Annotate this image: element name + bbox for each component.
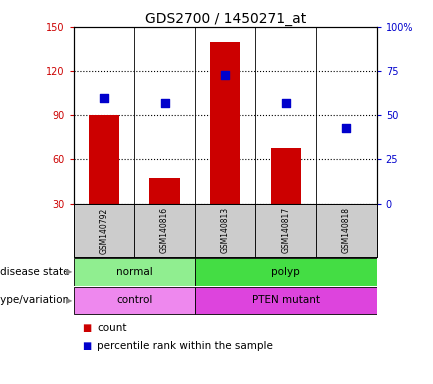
Text: ▶: ▶ [66,267,72,276]
Text: ■: ■ [82,323,91,333]
Text: percentile rank within the sample: percentile rank within the sample [97,341,273,351]
Text: GSM140817: GSM140817 [281,207,290,253]
Bar [195,204,255,257]
Text: genotype/variation: genotype/variation [0,295,69,306]
Point [161,100,168,106]
Text: PTEN mutant: PTEN mutant [252,295,320,306]
Bar [316,204,377,257]
Bar [74,258,195,286]
Title: GDS2700 / 1450271_at: GDS2700 / 1450271_at [145,12,306,26]
Point [282,100,289,106]
Text: GSM140792: GSM140792 [100,207,108,253]
Point [100,94,107,101]
Bar [195,258,377,286]
Bar [255,204,316,257]
Text: GSM140816: GSM140816 [160,207,169,253]
Bar [195,286,377,314]
Bar [134,204,195,257]
Text: normal: normal [116,266,152,277]
Text: GSM140813: GSM140813 [221,207,229,253]
Bar [210,41,240,204]
Bar [74,286,195,314]
Text: polyp: polyp [271,266,300,277]
Point [222,71,229,78]
Bar [149,179,180,204]
Text: ▶: ▶ [66,296,72,305]
Bar [271,147,301,204]
Text: ■: ■ [82,341,91,351]
Point [343,124,350,131]
Bar [89,115,119,204]
Text: disease state: disease state [0,266,69,277]
Bar [74,204,134,257]
Text: count: count [97,323,127,333]
Text: GSM140818: GSM140818 [342,207,351,253]
Text: control: control [116,295,152,306]
